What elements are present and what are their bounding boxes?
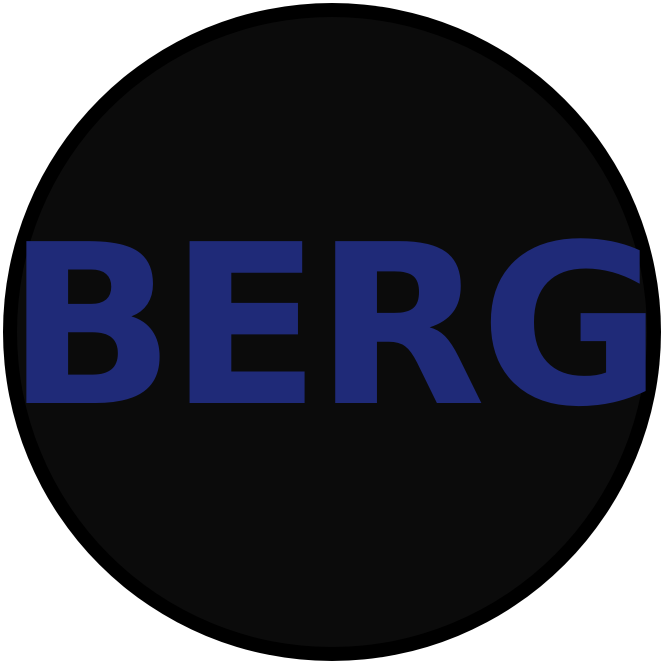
- logo-badge-face: BERG: [6, 17, 662, 647]
- logo-text: BERG: [5, 198, 662, 456]
- logo-badge: BERG: [3, 3, 662, 661]
